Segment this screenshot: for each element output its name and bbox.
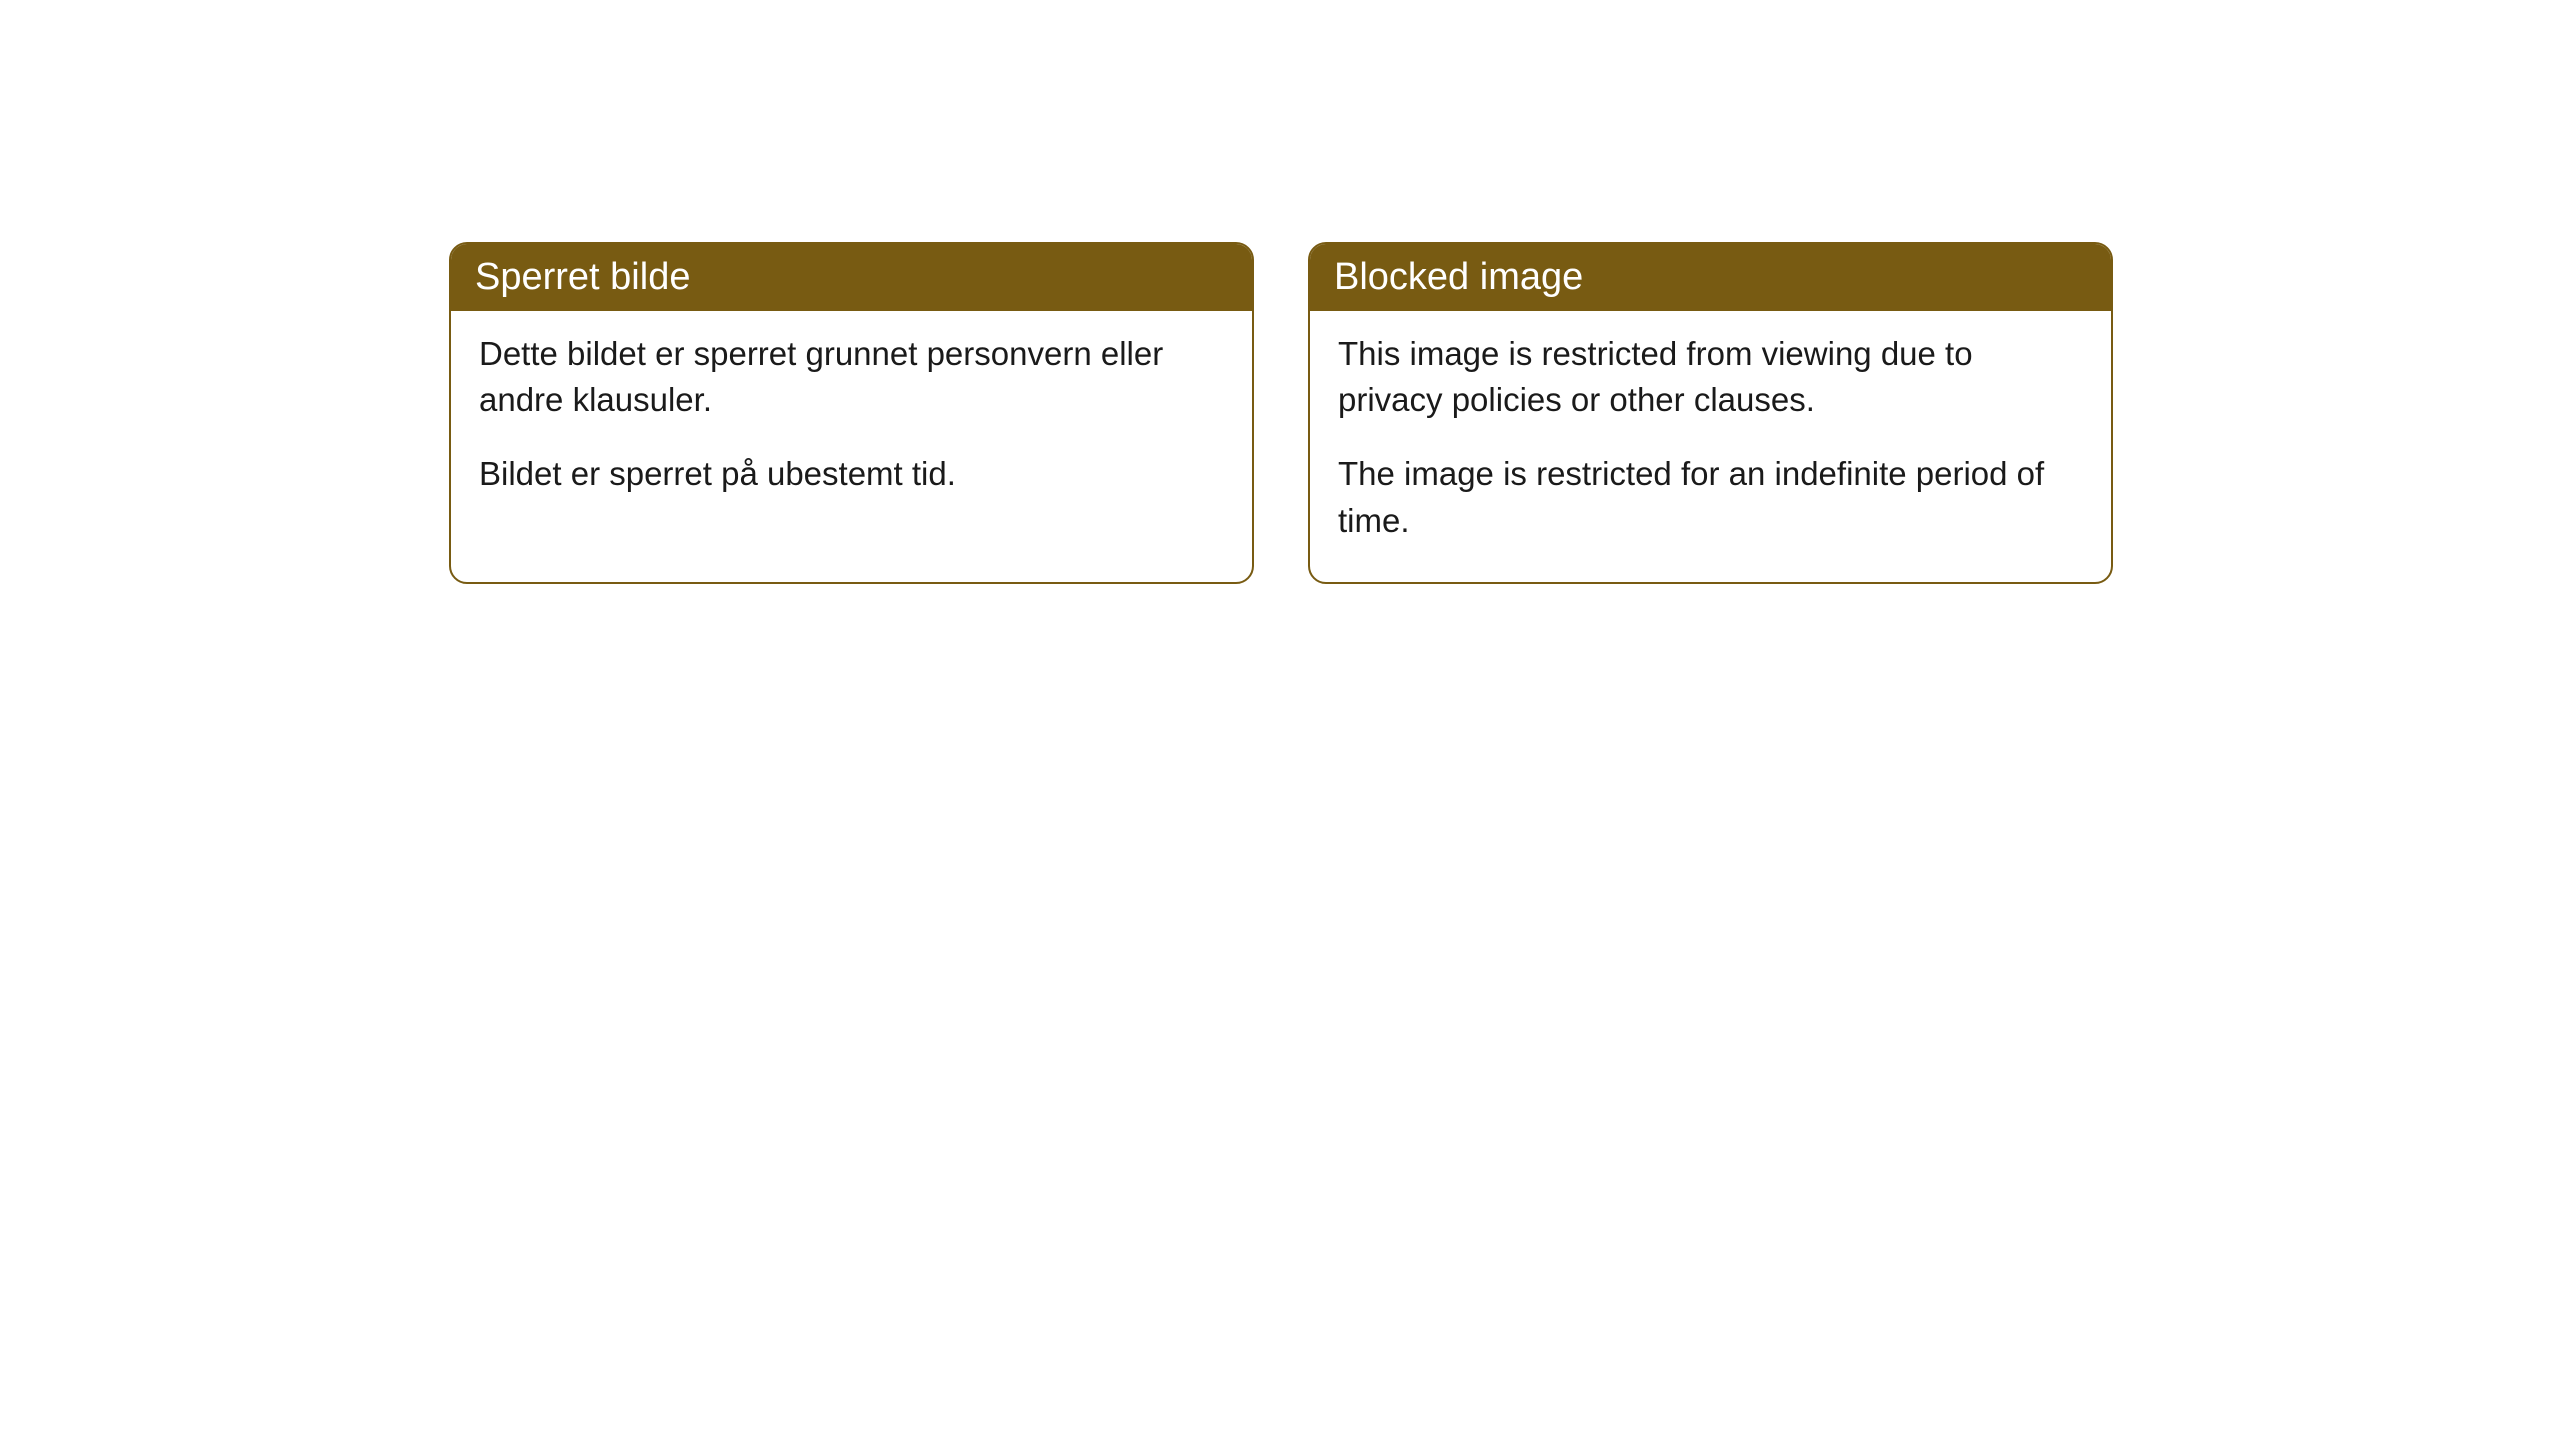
notice-paragraph-1: This image is restricted from viewing du… bbox=[1338, 331, 2083, 423]
notice-paragraph-1: Dette bildet er sperret grunnet personve… bbox=[479, 331, 1224, 423]
notice-header: Blocked image bbox=[1310, 244, 2111, 311]
notice-body: This image is restricted from viewing du… bbox=[1310, 311, 2111, 582]
notice-header: Sperret bilde bbox=[451, 244, 1252, 311]
notice-body: Dette bildet er sperret grunnet personve… bbox=[451, 311, 1252, 536]
notice-paragraph-2: Bildet er sperret på ubestemt tid. bbox=[479, 451, 1224, 497]
notice-box-norwegian: Sperret bilde Dette bildet er sperret gr… bbox=[449, 242, 1254, 584]
notice-box-english: Blocked image This image is restricted f… bbox=[1308, 242, 2113, 584]
notice-container: Sperret bilde Dette bildet er sperret gr… bbox=[0, 0, 2560, 584]
notice-paragraph-2: The image is restricted for an indefinit… bbox=[1338, 451, 2083, 543]
